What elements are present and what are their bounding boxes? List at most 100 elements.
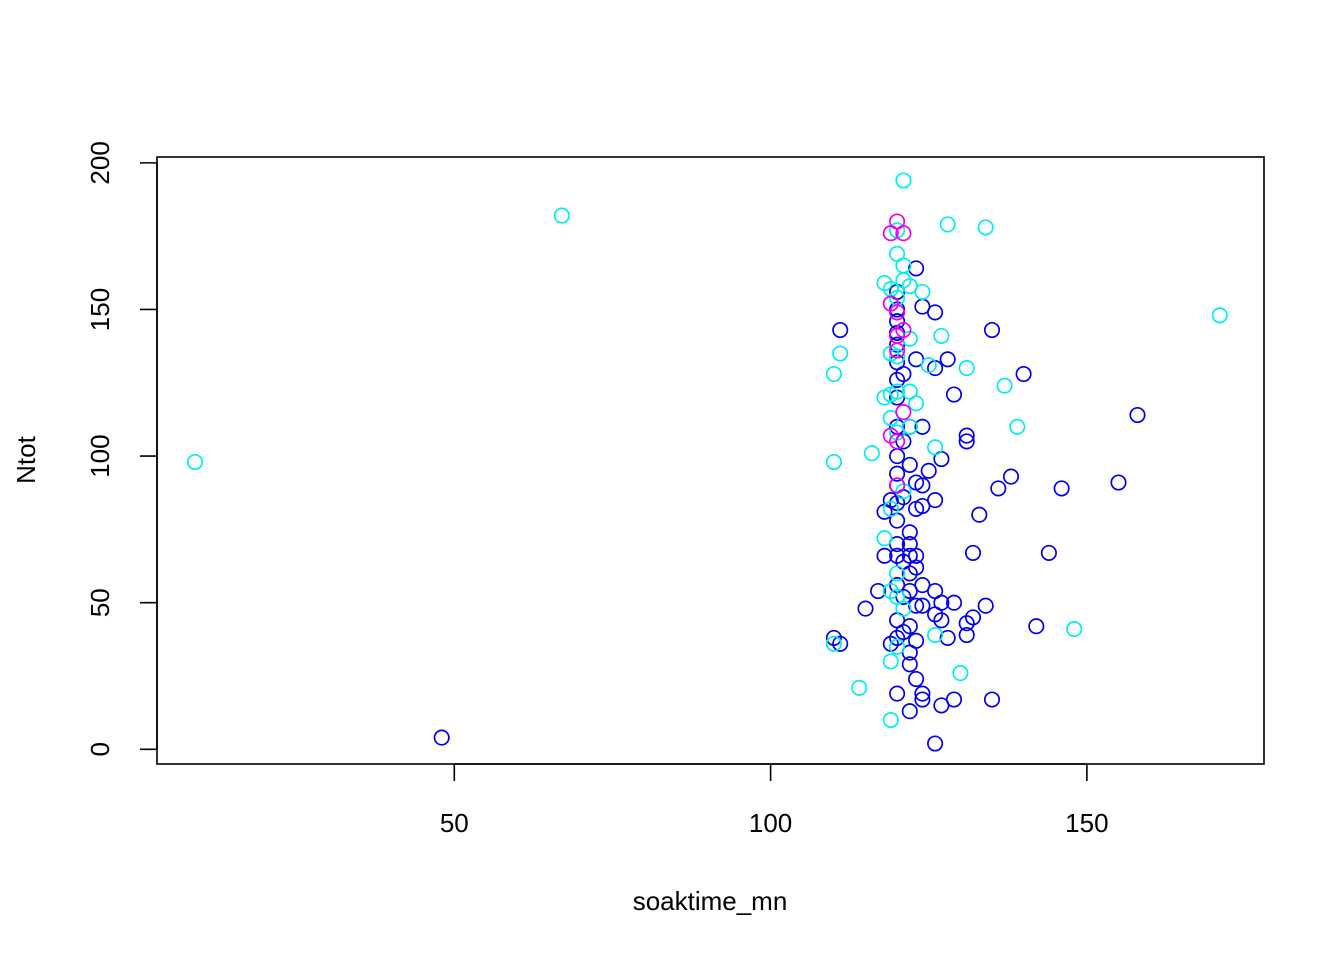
data-point bbox=[901, 456, 918, 473]
data-point bbox=[433, 729, 450, 746]
data-point bbox=[1129, 406, 1146, 424]
data-point bbox=[1002, 468, 1020, 485]
data-point bbox=[971, 506, 988, 523]
data-point bbox=[889, 685, 906, 702]
data-point bbox=[914, 418, 931, 435]
data-point bbox=[889, 348, 906, 365]
data-point bbox=[914, 477, 931, 494]
data-point bbox=[945, 691, 963, 708]
y-tick-label: 200 bbox=[85, 141, 115, 184]
data-point bbox=[851, 679, 868, 696]
data-point bbox=[1211, 307, 1228, 324]
data-point bbox=[882, 711, 899, 729]
data-point bbox=[977, 219, 994, 236]
data-point bbox=[889, 638, 906, 655]
data-point bbox=[889, 433, 906, 450]
data-point bbox=[996, 377, 1013, 394]
data-point bbox=[914, 691, 931, 708]
data-point bbox=[920, 462, 937, 479]
x-axis-label: soaktime_mn bbox=[633, 886, 788, 916]
data-point bbox=[927, 492, 944, 509]
data-point bbox=[914, 577, 931, 594]
data-point bbox=[914, 497, 931, 515]
data-point bbox=[889, 465, 906, 482]
data-point bbox=[857, 600, 874, 617]
data-point bbox=[895, 225, 912, 242]
data-point bbox=[927, 304, 944, 321]
data-point bbox=[1053, 480, 1070, 497]
data-point bbox=[889, 383, 906, 400]
data-point bbox=[901, 618, 918, 635]
data-point bbox=[1009, 418, 1026, 435]
data-point bbox=[958, 626, 975, 644]
data-point bbox=[990, 480, 1007, 497]
data-point bbox=[908, 559, 925, 576]
y-tick-label: 50 bbox=[85, 588, 115, 617]
data-point bbox=[901, 524, 918, 541]
data-point bbox=[908, 632, 925, 649]
data-point bbox=[832, 321, 849, 339]
y-tick-label: 100 bbox=[85, 434, 115, 477]
data-point bbox=[876, 530, 893, 547]
data-point bbox=[870, 582, 887, 600]
y-tick-label: 150 bbox=[85, 288, 115, 331]
data-point bbox=[832, 635, 849, 652]
data-point bbox=[889, 304, 906, 321]
data-point bbox=[895, 257, 912, 274]
y-tick-label: 0 bbox=[85, 742, 115, 756]
data-point bbox=[901, 656, 918, 673]
data-point bbox=[863, 445, 880, 462]
y-axis: 0 50 100 150 200 bbox=[85, 141, 158, 757]
data-point bbox=[958, 427, 975, 444]
data-point bbox=[186, 453, 204, 471]
data-point bbox=[882, 500, 899, 517]
data-point bbox=[895, 600, 912, 617]
data-point bbox=[908, 597, 925, 614]
data-point bbox=[553, 207, 570, 224]
data-point bbox=[908, 260, 925, 277]
data-point bbox=[901, 703, 918, 720]
data-point bbox=[927, 439, 944, 456]
x-axis: 50 100 150 bbox=[440, 763, 1109, 838]
data-point bbox=[832, 345, 849, 362]
points-layer bbox=[186, 172, 1228, 752]
x-tick-label: 50 bbox=[440, 808, 469, 838]
data-point bbox=[958, 433, 975, 450]
data-point bbox=[983, 691, 1001, 708]
x-tick-label: 100 bbox=[749, 808, 792, 838]
data-point bbox=[825, 635, 842, 652]
x-tick-label: 150 bbox=[1065, 808, 1108, 838]
data-point bbox=[882, 653, 899, 670]
data-point bbox=[945, 594, 963, 611]
data-point bbox=[914, 685, 931, 702]
data-point bbox=[952, 665, 969, 682]
data-point bbox=[933, 594, 950, 611]
data-point bbox=[1015, 365, 1032, 383]
data-point bbox=[945, 386, 963, 403]
data-point bbox=[964, 544, 982, 561]
data-point bbox=[964, 609, 982, 626]
data-point bbox=[889, 565, 906, 582]
data-point bbox=[933, 612, 950, 629]
data-point bbox=[908, 670, 925, 688]
data-point bbox=[895, 321, 912, 339]
data-point bbox=[901, 418, 918, 435]
data-point bbox=[889, 477, 906, 494]
data-point bbox=[895, 172, 912, 189]
data-point bbox=[977, 597, 994, 614]
data-point bbox=[1066, 621, 1083, 638]
data-point bbox=[825, 365, 842, 383]
data-point bbox=[908, 547, 925, 564]
data-point bbox=[895, 365, 912, 383]
data-point bbox=[895, 404, 912, 421]
data-point bbox=[927, 735, 944, 752]
data-point bbox=[933, 327, 950, 344]
data-point bbox=[914, 597, 931, 614]
data-point bbox=[939, 216, 956, 233]
data-point bbox=[927, 626, 944, 644]
data-point bbox=[1028, 618, 1045, 635]
data-point bbox=[983, 321, 1001, 339]
data-point bbox=[914, 283, 931, 300]
data-point bbox=[1110, 474, 1127, 491]
